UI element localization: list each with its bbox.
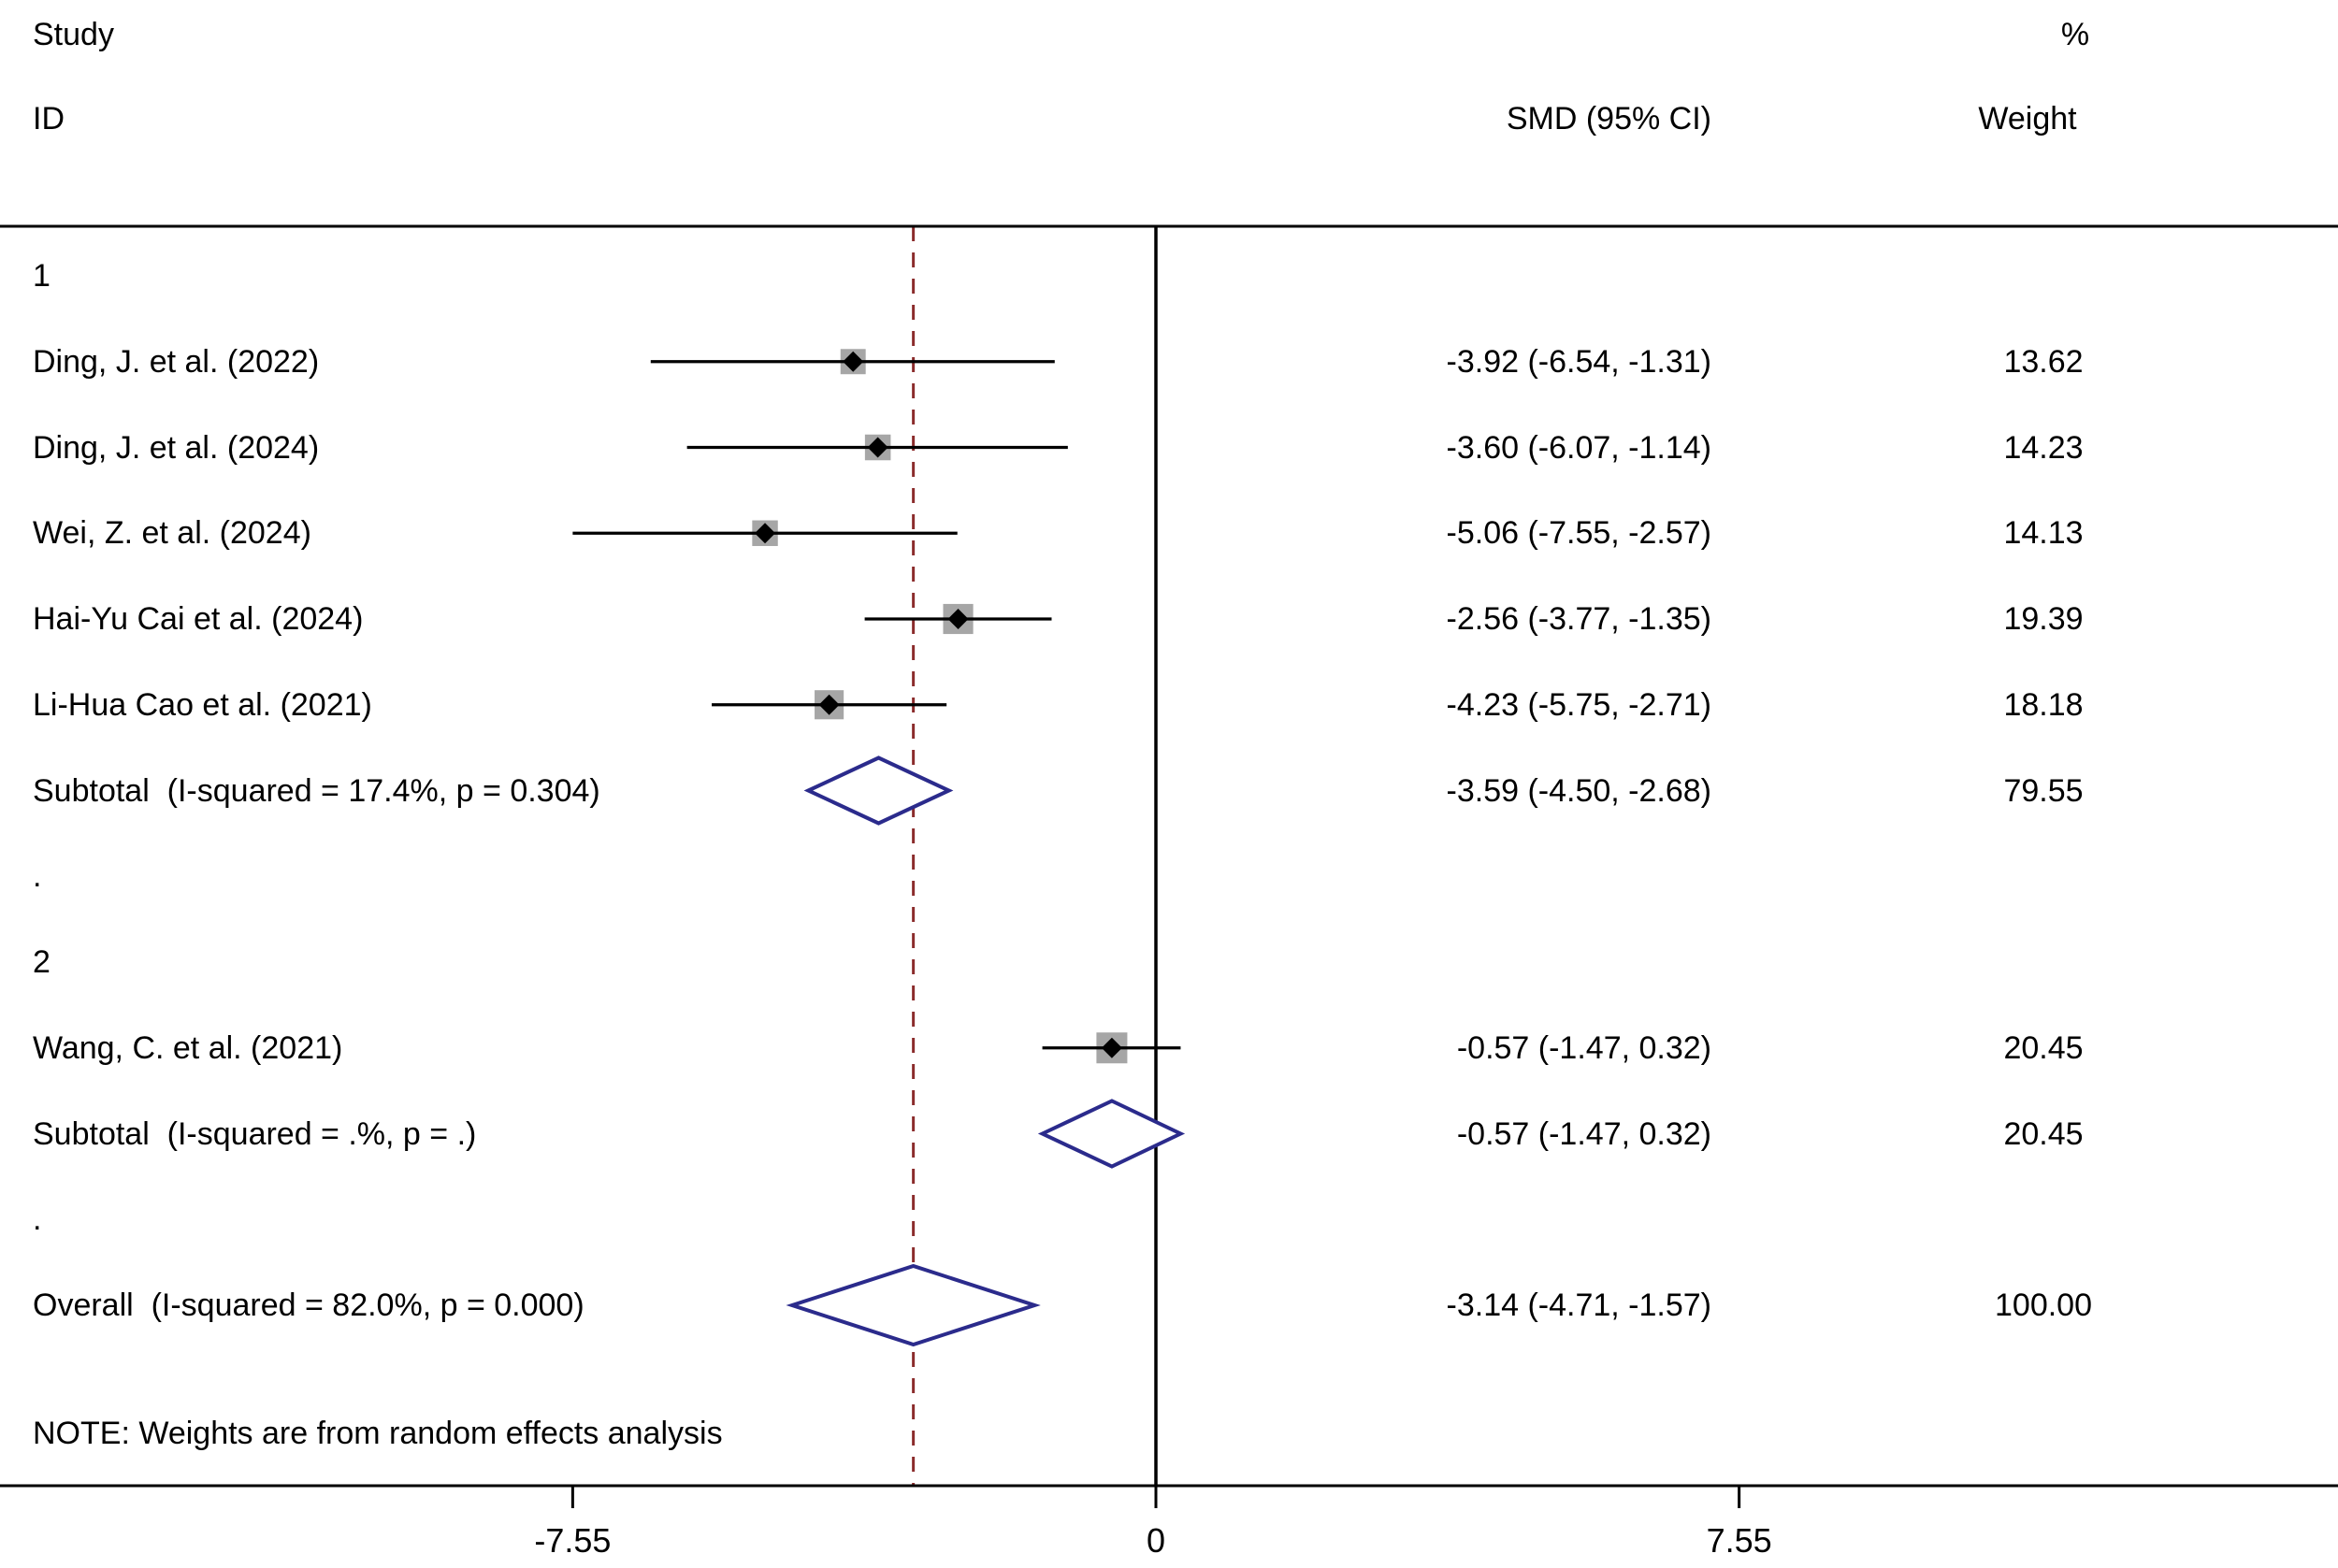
study-label: Hai-Yu Cai et al. (2024) xyxy=(33,601,364,637)
overall-label: Overall (I-squared = 82.0%, p = 0.000) xyxy=(33,1287,584,1323)
study-label: Li-Hua Cao et al. (2021) xyxy=(33,686,372,723)
overall-diamond xyxy=(786,1263,1041,1347)
study-smd-value: -0.57 (-1.47, 0.32) xyxy=(1456,1029,1711,1066)
study-smd-value: -3.60 (-6.07, -1.14) xyxy=(1446,429,1711,466)
study-label: Ding, J. et al. (2022) xyxy=(33,343,320,380)
group-label: 1 xyxy=(33,258,51,294)
study-smd-value: -5.06 (-7.55, -2.57) xyxy=(1446,515,1711,552)
group-label: 2 xyxy=(33,944,51,980)
overall-weight-value: 100.00 xyxy=(1995,1287,2092,1323)
axis-tick-label: 0 xyxy=(1146,1521,1166,1560)
study-weight-value: 13.62 xyxy=(2003,343,2084,380)
point-estimate-marker xyxy=(947,609,969,629)
subtotal-diamond xyxy=(803,755,954,826)
group-label: . xyxy=(33,1201,42,1238)
column-header-id: ID xyxy=(33,101,65,137)
study-label: Wang, C. et al. (2021) xyxy=(33,1029,343,1066)
study-weight-value: 18.18 xyxy=(2003,686,2084,723)
note-text: NOTE: Weights are from random effects an… xyxy=(33,1416,723,1451)
subtotal-label: Subtotal (I-squared = .%, p = .) xyxy=(33,1115,477,1152)
overall-smd-value: -3.14 (-4.71, -1.57) xyxy=(1446,1287,1711,1323)
subtotal-smd-value: -0.57 (-1.47, 0.32) xyxy=(1456,1115,1711,1152)
subtotal-label: Subtotal (I-squared = 17.4%, p = 0.304) xyxy=(33,772,600,809)
column-header-study: Study xyxy=(33,17,114,52)
axis-tick-label: -7.55 xyxy=(534,1521,612,1560)
group-label: . xyxy=(33,858,42,895)
point-estimate-marker xyxy=(818,694,840,715)
subtotal-weight-value: 79.55 xyxy=(2003,772,2084,809)
subtotal-smd-value: -3.59 (-4.50, -2.68) xyxy=(1446,772,1711,809)
study-smd-value: -2.56 (-3.77, -1.35) xyxy=(1446,601,1711,637)
point-estimate-marker xyxy=(867,437,888,458)
study-weight-value: 14.13 xyxy=(2003,515,2084,552)
study-label: Wei, Z. et al. (2024) xyxy=(33,515,311,552)
study-weight-value: 20.45 xyxy=(2003,1029,2084,1066)
column-header-weight: Weight xyxy=(1978,101,2077,137)
column-header-smd: SMD (95% CI) xyxy=(1506,101,1711,137)
subtotal-diamond xyxy=(1037,1099,1186,1169)
study-weight-value: 19.39 xyxy=(2003,601,2084,637)
study-smd-value: -3.92 (-6.54, -1.31) xyxy=(1446,343,1711,380)
study-label: Ding, J. et al. (2024) xyxy=(33,429,320,466)
axis-tick-label: 7.55 xyxy=(1706,1521,1772,1560)
point-estimate-marker xyxy=(1101,1037,1122,1058)
study-weight-value: 14.23 xyxy=(2003,429,2084,466)
study-smd-value: -4.23 (-5.75, -2.71) xyxy=(1446,686,1711,723)
column-header-percent: % xyxy=(2060,17,2090,52)
point-estimate-marker xyxy=(843,351,864,372)
subtotal-weight-value: 20.45 xyxy=(2003,1115,2084,1152)
point-estimate-marker xyxy=(755,523,776,544)
